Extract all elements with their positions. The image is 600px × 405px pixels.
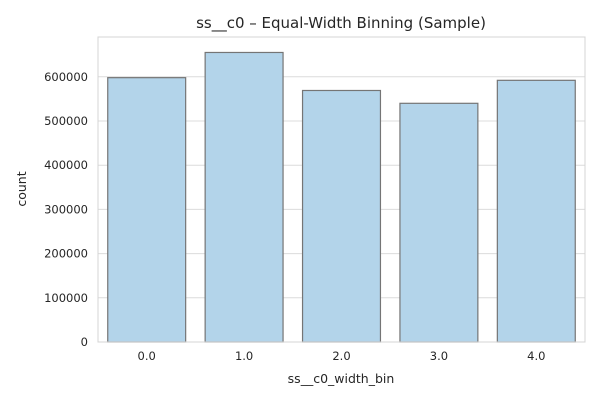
x-tick-label: 2.0 xyxy=(332,349,350,363)
bar xyxy=(204,51,284,343)
x-tick-label: 1.0 xyxy=(235,349,253,363)
axes-frame xyxy=(97,36,586,343)
y-tick-label: 100000 xyxy=(44,291,88,305)
y-tick-label: 400000 xyxy=(44,158,88,172)
x-tick-label: 3.0 xyxy=(430,349,448,363)
y-tick-label: 200000 xyxy=(44,247,88,261)
bar xyxy=(107,77,187,343)
y-tick-label: 300000 xyxy=(44,202,88,216)
y-tick-label: 600000 xyxy=(44,70,88,84)
bars xyxy=(107,51,576,343)
chart-title: ss__c0 – Equal-Width Binning (Sample) xyxy=(196,14,486,33)
x-tick-label: 0.0 xyxy=(138,349,156,363)
bar xyxy=(399,102,479,343)
y-axis-label: count xyxy=(14,171,29,206)
x-axis-label: ss__c0_width_bin xyxy=(288,371,395,386)
y-tick-labels: 0 100000 200000 300000 400000 500000 600000 xyxy=(44,70,88,349)
bar xyxy=(301,89,382,343)
y-tick-label: 500000 xyxy=(44,114,88,128)
bar xyxy=(496,79,576,343)
x-tick-label: 4.0 xyxy=(527,349,545,363)
x-tick-labels: 0.0 1.0 2.0 3.0 4.0 xyxy=(138,349,546,363)
y-tick-label: 0 xyxy=(81,335,88,349)
